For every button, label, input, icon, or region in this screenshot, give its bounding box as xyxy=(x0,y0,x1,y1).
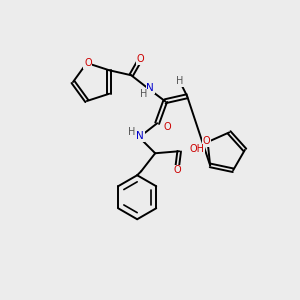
Text: O: O xyxy=(84,58,92,68)
Text: N: N xyxy=(136,131,144,141)
Text: H: H xyxy=(140,89,148,99)
Text: O: O xyxy=(203,136,211,146)
Text: H: H xyxy=(128,127,136,137)
Text: O: O xyxy=(164,122,171,132)
Text: OH: OH xyxy=(189,144,204,154)
Text: O: O xyxy=(173,165,181,175)
Text: O: O xyxy=(136,54,144,64)
Text: H: H xyxy=(176,76,184,86)
Text: N: N xyxy=(146,83,154,93)
